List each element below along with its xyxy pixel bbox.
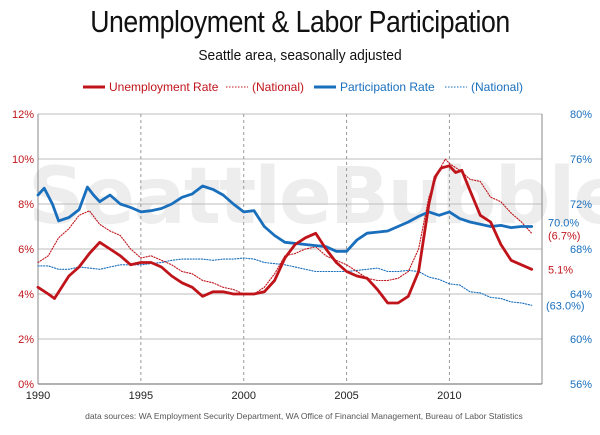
end-label-unemployment-national: (6.7%) [548,230,580,242]
y-left-tick-label: 10% [12,154,34,166]
y-left-tick-label: 8% [18,199,34,211]
end-labels: 5.1% (6.7%)70.0% (63.0%) [546,218,585,313]
x-tick-label: 1995 [129,390,153,402]
x-tick-label: 1990 [26,390,50,402]
y-right-tick-label: 72% [570,199,592,211]
y-right-tick-label: 80% [570,109,592,121]
series-participation-rate [36,184,534,253]
x-tick-label: 2000 [231,390,255,402]
legend-label-participation: Participation Rate [340,80,435,94]
y-right-tick-label: 76% [570,154,592,166]
legend: Unemployment Rate (National) Participati… [83,80,523,94]
legend-label-unemployment-national: (National) [252,80,304,94]
end-label-unemployment: 5.1% [548,264,573,276]
chart-title: Unemployment & Labor Participation [90,4,510,39]
end-label-participation-national: (63.0%) [546,300,585,312]
series-lines [36,158,534,306]
y-right-tick-label: 64% [570,289,592,301]
x-tick-label: 2010 [437,390,461,402]
legend-label-unemployment: Unemployment Rate [109,80,219,94]
y-left-tick-label: 12% [12,109,34,121]
series-unemployment-rate [36,164,534,305]
y-right-tick-label: 60% [570,334,592,346]
y-left-tick-label: 2% [18,334,34,346]
source-note: data sources: WA Employment Security Dep… [85,411,523,421]
series-participation-national [37,257,533,306]
y-right-tick-label: 68% [570,244,592,256]
legend-label-participation-national: (National) [471,80,523,94]
y-left-tick-label: 4% [18,289,34,301]
axis-ticks: 0% 2% 4% 6% 8% 10% 12% 56% 60% 64% 68% 72% 76% 80% 199… [12,109,592,402]
chart-subtitle: Seattle area, seasonally adjusted [198,47,402,64]
end-label-participation: 70.0% [548,218,579,230]
x-tick-label: 2005 [334,390,358,402]
y-left-tick-label: 6% [18,244,34,256]
y-left-tick-label: 0% [18,379,34,391]
y-right-tick-label: 56% [570,379,592,391]
series-unemployment-national [37,158,533,295]
